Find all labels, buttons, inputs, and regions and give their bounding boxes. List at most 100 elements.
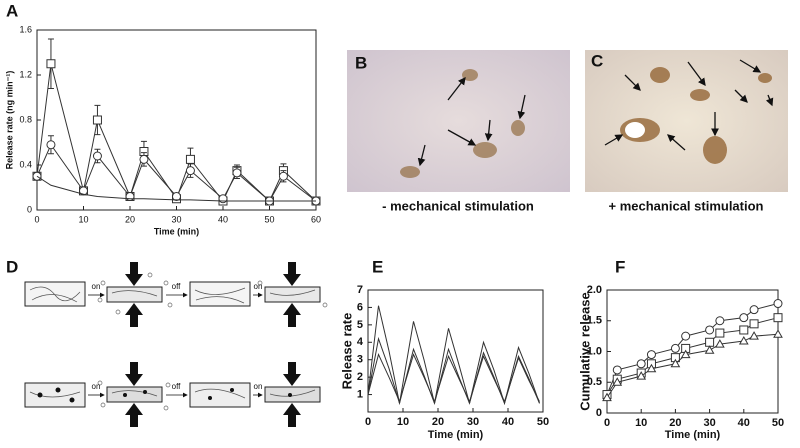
x-tick-label: 20 [125,214,135,224]
marker [602,392,612,402]
y-tick-label: 2.0 [587,284,602,296]
y-tick-label: 0.8 [19,114,32,124]
marker [705,325,715,335]
x-tick-label: 30 [703,417,715,429]
marker [670,343,680,353]
marker [646,363,657,373]
y-axis-label: Release rate (ng min⁻¹) [4,71,14,170]
y-tick-label: 0.4 [19,159,32,169]
series-line [36,63,317,202]
y-tick-label: 0 [27,204,32,214]
x-tick-label: 40 [502,416,514,428]
vessel [625,122,645,138]
x-tick-label: 10 [78,214,88,224]
marker [46,140,56,150]
x-tick-label: 20 [669,417,681,429]
marker [172,192,181,201]
step-label: on [92,282,101,291]
marker [278,171,288,181]
marker [749,331,759,340]
photo [585,50,788,192]
plot-frame [36,29,317,211]
step-label: on [254,282,263,291]
marker [681,331,691,341]
step-arrows [88,292,263,398]
y-tick-label: 1.0 [587,345,602,357]
y-tick-label: 2 [357,371,363,383]
x-axis-label: Time (min) [428,429,484,441]
series-line [367,305,540,406]
x-tick-label: 30 [171,214,181,224]
x-tick-label: 10 [635,417,647,429]
panel-label: E [372,257,383,276]
y-tick-label: 1 [357,388,363,400]
released [97,272,328,411]
y-tick-label: 0 [596,407,602,419]
marker [185,154,195,164]
y-tick-label: 4 [357,336,364,348]
caption: + mechanical stimulation [609,198,764,213]
marker [92,151,102,161]
marker [738,336,749,345]
marker [749,305,759,315]
panel-label: B [355,53,367,72]
marker [704,345,715,354]
marker [670,358,681,368]
panel-label: A [6,1,18,20]
press-arrows [125,262,301,427]
y-tick-label: 5 [357,319,363,331]
x-axis-label: Time (min) [154,226,199,236]
marker [232,168,242,178]
marker [715,328,725,338]
step-label: on [92,382,101,391]
y-tick-label: 1.2 [19,69,32,79]
step-label: off [172,382,182,391]
y-tick-label: 3 [357,354,363,366]
plot-frame [367,289,544,413]
photo [347,50,570,192]
x-tick-label: 0 [34,214,39,224]
x-tick-label: 10 [397,416,409,428]
x-tick-label: 0 [365,416,371,428]
panel-label: F [615,257,625,276]
marker [185,166,195,176]
x-tick-label: 40 [218,214,228,224]
x-tick-label: 50 [772,417,784,429]
particles [37,387,292,403]
marker [139,154,149,164]
x-tick-label: 50 [537,416,549,428]
x-tick-label: 50 [264,214,274,224]
marker [680,349,691,359]
step-label: off [172,282,182,291]
y-tick-label: 7 [357,284,363,296]
y-axis-label: Cumulative release [577,292,592,411]
y-tick-label: 1.5 [587,315,602,327]
marker [749,319,759,329]
step-label: on [254,382,263,391]
x-axis-label: Time (min) [665,429,721,441]
marker [739,325,749,335]
series-line [36,175,316,202]
series-line [606,303,779,395]
marker [612,377,623,386]
marker [612,365,622,375]
x-tick-label: 0 [604,417,610,429]
x-tick-label: 30 [467,416,479,428]
x-tick-label: 20 [432,416,444,428]
x-tick-label: 60 [311,214,321,224]
marker [636,371,647,380]
marker [739,313,749,323]
marker [79,186,88,196]
marker [773,313,783,323]
panel-label: C [591,51,603,70]
marker [646,350,656,360]
marker [46,59,56,69]
y-tick-label: 1.6 [19,24,32,34]
marker [773,299,783,309]
stain [400,69,525,178]
marker [773,329,783,338]
series-line [606,317,779,395]
y-tick-label: 0.5 [587,376,602,388]
marker [218,194,228,204]
